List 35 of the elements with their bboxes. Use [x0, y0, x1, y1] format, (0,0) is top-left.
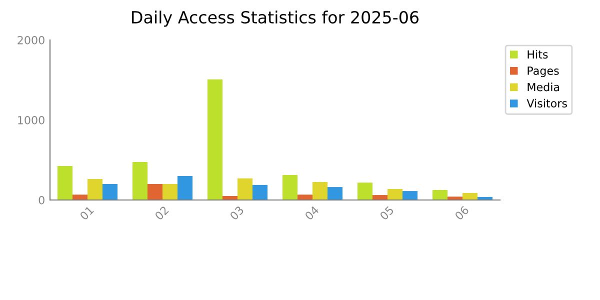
- bar: [208, 79, 222, 200]
- x-tick-label: 02: [154, 206, 169, 220]
- bar: [388, 188, 402, 200]
- x-tick-label: 06: [454, 205, 470, 220]
- bar: [358, 182, 372, 200]
- y-tick-label: 0: [38, 196, 44, 204]
- x-tick-label: 03: [229, 206, 244, 220]
- bar: [252, 184, 268, 200]
- bar: [148, 184, 162, 200]
- bar: [132, 162, 148, 200]
- y-tick-label: 1000: [18, 116, 44, 124]
- bar: [162, 184, 178, 200]
- bar: [402, 191, 418, 200]
- legend-label: Visitors: [526, 98, 567, 108]
- legend-label: Pages: [528, 66, 559, 78]
- bar: [462, 192, 478, 200]
- bar: [298, 194, 312, 200]
- bar: [312, 182, 328, 200]
- bar: [282, 175, 298, 200]
- bar: [238, 178, 252, 200]
- chart-title: Daily Access Statistics for 2025-06: [132, 10, 419, 27]
- bar: [72, 194, 88, 200]
- legend-label: Media: [528, 82, 560, 92]
- y-tick-label: 2000: [18, 36, 44, 44]
- legend-label: Hits: [528, 50, 548, 59]
- bar: [58, 166, 72, 200]
- bar: [328, 187, 342, 200]
- bar: [372, 195, 388, 200]
- x-tick-label: 04: [304, 205, 320, 220]
- bar: [432, 190, 448, 200]
- bar: [178, 176, 192, 200]
- bar: [102, 184, 118, 200]
- x-tick-label: 01: [79, 206, 94, 220]
- bar: [88, 179, 102, 200]
- x-tick-label: 05: [379, 206, 394, 220]
